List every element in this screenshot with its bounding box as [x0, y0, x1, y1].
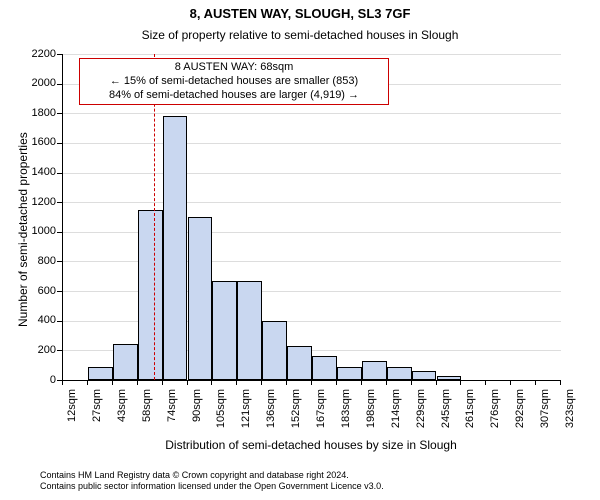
histogram-bar — [262, 321, 287, 380]
x-tick-label: 136sqm — [265, 389, 277, 439]
histogram-bar — [88, 367, 113, 380]
y-tick-label: 2200 — [22, 48, 56, 60]
chart-title: 8, AUSTEN WAY, SLOUGH, SL3 7GF — [0, 6, 600, 21]
histogram-bar — [337, 367, 362, 380]
x-tick-label: 27sqm — [91, 389, 103, 439]
x-tick-label: 167sqm — [315, 389, 327, 439]
annotation-box: 8 AUSTEN WAY: 68sqm← 15% of semi-detache… — [79, 58, 389, 105]
y-tick-label: 1000 — [22, 225, 56, 237]
y-tick-label: 1800 — [22, 107, 56, 119]
x-tick-label: 58sqm — [141, 389, 153, 439]
x-tick-label: 276sqm — [489, 389, 501, 439]
y-tick-label: 200 — [22, 344, 56, 356]
plot-area: 8 AUSTEN WAY: 68sqm← 15% of semi-detache… — [62, 54, 561, 381]
histogram-bar — [312, 356, 337, 380]
y-tick-label: 0 — [22, 374, 56, 386]
x-tick-label: 152sqm — [290, 389, 302, 439]
y-tick-label: 400 — [22, 314, 56, 326]
histogram-bar — [362, 361, 387, 380]
annotation-line: 8 AUSTEN WAY: 68sqm — [84, 61, 384, 75]
y-tick-label: 1400 — [22, 166, 56, 178]
chart-subtitle: Size of property relative to semi-detach… — [0, 28, 600, 42]
x-axis-label: Distribution of semi-detached houses by … — [62, 438, 560, 452]
y-tick-label: 800 — [22, 255, 56, 267]
x-tick-label: 245sqm — [440, 389, 452, 439]
y-tick-label: 1600 — [22, 136, 56, 148]
histogram-bar — [387, 367, 412, 380]
y-tick-label: 1200 — [22, 196, 56, 208]
x-tick-label: 121sqm — [240, 389, 252, 439]
x-tick-label: 229sqm — [415, 389, 427, 439]
x-tick-label: 198sqm — [365, 389, 377, 439]
footer-line-2: Contains public sector information licen… — [40, 481, 384, 492]
x-tick-label: 292sqm — [514, 389, 526, 439]
histogram-bar — [437, 376, 462, 380]
histogram-bar — [287, 346, 312, 380]
x-tick-label: 12sqm — [66, 389, 78, 439]
annotation-line: 84% of semi-detached houses are larger (… — [84, 89, 384, 103]
footer: Contains HM Land Registry data © Crown c… — [40, 470, 384, 493]
x-tick-label: 105sqm — [215, 389, 227, 439]
x-tick-label: 214sqm — [390, 389, 402, 439]
x-tick-label: 183sqm — [340, 389, 352, 439]
histogram-bar — [412, 371, 437, 380]
annotation-line: ← 15% of semi-detached houses are smalle… — [84, 75, 384, 89]
x-tick-label: 261sqm — [464, 389, 476, 439]
histogram-bar — [188, 217, 213, 380]
x-tick-label: 43sqm — [116, 389, 128, 439]
x-tick-label: 74sqm — [166, 389, 178, 439]
footer-line-1: Contains HM Land Registry data © Crown c… — [40, 470, 384, 481]
histogram-bar — [113, 344, 138, 380]
x-tick-label: 323sqm — [564, 389, 576, 439]
histogram-bar — [237, 281, 262, 380]
y-tick-label: 2000 — [22, 77, 56, 89]
y-tick-label: 600 — [22, 285, 56, 297]
histogram-bar — [212, 281, 237, 380]
x-tick-label: 307sqm — [539, 389, 551, 439]
histogram-bar — [138, 210, 163, 380]
histogram-bar — [163, 116, 188, 380]
x-tick-label: 90sqm — [191, 389, 203, 439]
